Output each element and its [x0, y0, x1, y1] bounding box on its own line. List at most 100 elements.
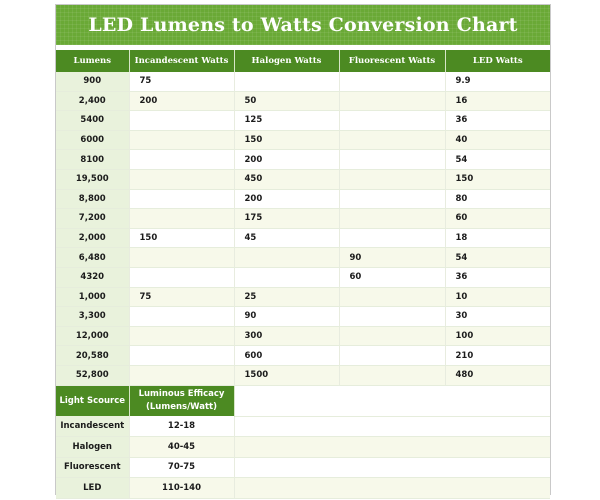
- header-lumens: Lumens: [56, 50, 129, 72]
- cell-halogen-watts: 125: [234, 111, 339, 131]
- conversion-header-row: Lumens Incandescent Watts Halogen Watts …: [56, 50, 550, 72]
- cell-halogen-watts: 175: [234, 209, 339, 229]
- cell-led-watts: 36: [445, 111, 550, 131]
- conversion-table-body: 900 75 9.9 2,400 200 50 16 5400 125 36 6000 150 40 81…: [56, 72, 550, 385]
- cell-halogen-watts: 200: [234, 150, 339, 170]
- cell-incandescent-watts: [129, 209, 234, 229]
- cell-incandescent-watts: 150: [129, 228, 234, 248]
- cell-led-watts: 30: [445, 307, 550, 327]
- cell-led-watts: 480: [445, 365, 550, 385]
- cell-incandescent-watts: 75: [129, 72, 234, 91]
- cell-lumens: 6,480: [56, 248, 129, 268]
- header-luminous-efficacy: Luminous Efficacy (Lumens/Watt): [129, 386, 234, 416]
- table-row: 19,500 450 150: [56, 169, 550, 189]
- cell-fluorescent-watts: [339, 72, 445, 91]
- blank-cell: [234, 478, 550, 499]
- cell-incandescent-watts: [129, 346, 234, 366]
- cell-led-watts: 80: [445, 189, 550, 209]
- cell-incandescent-watts: [129, 365, 234, 385]
- cell-luminous-efficacy: 70-75: [129, 457, 234, 478]
- cell-fluorescent-watts: [339, 111, 445, 131]
- cell-incandescent-watts: [129, 267, 234, 287]
- blank-cell: [234, 457, 550, 478]
- cell-halogen-watts: [234, 267, 339, 287]
- table-row: 2,000 150 45 18: [56, 228, 550, 248]
- cell-fluorescent-watts: 60: [339, 267, 445, 287]
- table-row: Halogen 40-45: [56, 437, 550, 458]
- cell-fluorescent-watts: [339, 91, 445, 111]
- cell-halogen-watts: [234, 72, 339, 91]
- cell-fluorescent-watts: [339, 169, 445, 189]
- blank-cell: [234, 386, 550, 416]
- cell-lumens: 1,000: [56, 287, 129, 307]
- table-row: 6000 150 40: [56, 130, 550, 150]
- table-row: Fluorescent 70-75: [56, 457, 550, 478]
- cell-incandescent-watts: [129, 169, 234, 189]
- blank-cell: [234, 437, 550, 458]
- table-row: 7,200 175 60: [56, 209, 550, 229]
- table-row: 900 75 9.9: [56, 72, 550, 91]
- header-luminous-efficacy-line2: (Lumens/Watt): [132, 401, 232, 414]
- table-row: Incandescent 12-18: [56, 416, 550, 437]
- cell-fluorescent-watts: [339, 130, 445, 150]
- header-fluorescent-watts: Fluorescent Watts: [339, 50, 445, 72]
- header-light-source: Light Scource: [56, 386, 129, 416]
- cell-fluorescent-watts: [339, 365, 445, 385]
- cell-led-watts: 150: [445, 169, 550, 189]
- cell-led-watts: 54: [445, 150, 550, 170]
- conversion-table: Lumens Incandescent Watts Halogen Watts …: [56, 50, 550, 386]
- cell-led-watts: 36: [445, 267, 550, 287]
- cell-fluorescent-watts: [339, 150, 445, 170]
- table-row: 1,000 75 25 10: [56, 287, 550, 307]
- cell-lumens: 7,200: [56, 209, 129, 229]
- cell-lumens: 4320: [56, 267, 129, 287]
- cell-led-watts: 16: [445, 91, 550, 111]
- cell-incandescent-watts: 200: [129, 91, 234, 111]
- cell-halogen-watts: 600: [234, 346, 339, 366]
- cell-led-watts: 54: [445, 248, 550, 268]
- table-row: 3,300 90 30: [56, 307, 550, 327]
- cell-halogen-watts: 1500: [234, 365, 339, 385]
- cell-led-watts: 210: [445, 346, 550, 366]
- cell-fluorescent-watts: [339, 287, 445, 307]
- cell-lumens: 12,000: [56, 326, 129, 346]
- cell-halogen-watts: [234, 248, 339, 268]
- cell-halogen-watts: 25: [234, 287, 339, 307]
- cell-fluorescent-watts: [339, 228, 445, 248]
- blank-cell: [234, 416, 550, 437]
- table-row: LED 110-140: [56, 478, 550, 499]
- header-luminous-efficacy-line1: Luminous Efficacy: [132, 388, 232, 401]
- cell-lumens: 2,400: [56, 91, 129, 111]
- cell-halogen-watts: 50: [234, 91, 339, 111]
- header-incandescent-watts: Incandescent Watts: [129, 50, 234, 72]
- table-row: 2,400 200 50 16: [56, 91, 550, 111]
- cell-fluorescent-watts: [339, 346, 445, 366]
- cell-lumens: 6000: [56, 130, 129, 150]
- header-halogen-watts: Halogen Watts: [234, 50, 339, 72]
- cell-incandescent-watts: [129, 111, 234, 131]
- cell-lumens: 8100: [56, 150, 129, 170]
- cell-incandescent-watts: [129, 189, 234, 209]
- table-row: 12,000 300 100: [56, 326, 550, 346]
- efficacy-table-body: Incandescent 12-18 Halogen 40-45 Fluorescent…: [56, 416, 550, 498]
- table-row: 5400 125 36: [56, 111, 550, 131]
- cell-led-watts: 9.9: [445, 72, 550, 91]
- cell-light-source: Incandescent: [56, 416, 129, 437]
- table-row: 6,480 90 54: [56, 248, 550, 268]
- cell-fluorescent-watts: 90: [339, 248, 445, 268]
- efficacy-header-row: Light Scource Luminous Efficacy (Lumens/…: [56, 386, 550, 416]
- cell-led-watts: 10: [445, 287, 550, 307]
- cell-lumens: 52,800: [56, 365, 129, 385]
- cell-light-source: Halogen: [56, 437, 129, 458]
- cell-incandescent-watts: [129, 150, 234, 170]
- efficacy-table: Light Scource Luminous Efficacy (Lumens/…: [56, 386, 550, 499]
- table-row: 4320 60 36: [56, 267, 550, 287]
- cell-incandescent-watts: [129, 248, 234, 268]
- cell-light-source: LED: [56, 478, 129, 499]
- cell-halogen-watts: 450: [234, 169, 339, 189]
- cell-luminous-efficacy: 40-45: [129, 437, 234, 458]
- cell-halogen-watts: 300: [234, 326, 339, 346]
- table-row: 20,580 600 210: [56, 346, 550, 366]
- cell-halogen-watts: 45: [234, 228, 339, 248]
- header-led-watts: LED Watts: [445, 50, 550, 72]
